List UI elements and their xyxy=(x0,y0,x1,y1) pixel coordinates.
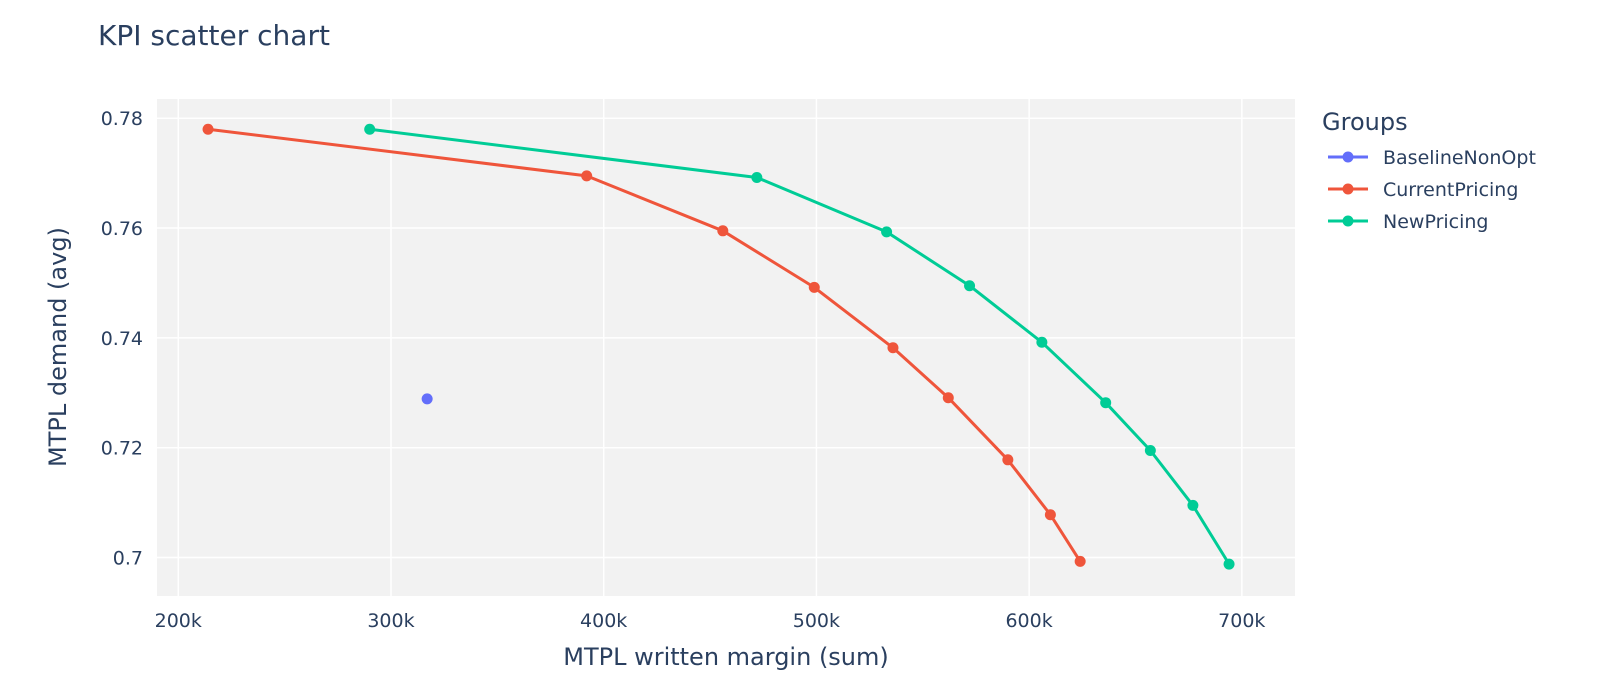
data-point[interactable] xyxy=(751,172,763,184)
y-tick-label: 0.74 xyxy=(101,328,143,350)
y-tick-label: 0.78 xyxy=(101,108,143,130)
data-point[interactable] xyxy=(1044,509,1056,521)
data-point[interactable] xyxy=(364,123,376,135)
legend: Groups BaselineNonOpt CurrentPricing NewPr… xyxy=(1322,108,1536,233)
x-tick-label: 300k xyxy=(367,610,414,632)
data-point[interactable] xyxy=(421,393,433,405)
y-tick-label: 0.7 xyxy=(113,548,143,570)
series-baselinenonopt xyxy=(421,393,433,405)
data-point[interactable] xyxy=(808,281,820,293)
legend-label: NewPricing xyxy=(1383,211,1488,233)
plot-area xyxy=(157,99,1295,596)
y-tick-label: 0.72 xyxy=(101,438,143,460)
series-newpricing xyxy=(364,123,1235,570)
data-point[interactable] xyxy=(881,226,893,238)
data-point[interactable] xyxy=(1036,336,1048,348)
data-point[interactable] xyxy=(581,170,593,182)
data-point[interactable] xyxy=(717,225,729,237)
x-tick-label: 700k xyxy=(1218,610,1265,632)
data-point[interactable] xyxy=(202,123,214,135)
x-tick-label: 400k xyxy=(580,610,627,632)
legend-label: CurrentPricing xyxy=(1383,179,1518,201)
chart-title: KPI scatter chart xyxy=(98,19,330,52)
series-layer xyxy=(202,123,1235,570)
legend-swatch-marker xyxy=(1342,151,1354,163)
legend-item[interactable]: BaselineNonOpt xyxy=(1328,147,1536,169)
data-point[interactable] xyxy=(887,342,899,354)
data-point[interactable] xyxy=(942,392,954,404)
legend-label: BaselineNonOpt xyxy=(1383,147,1536,169)
data-point[interactable] xyxy=(1223,558,1235,570)
x-tick-label: 200k xyxy=(155,610,202,632)
y-axis-title: MTPL demand (avg) xyxy=(44,227,72,467)
legend-swatch-marker xyxy=(1342,183,1354,195)
series-currentpricing xyxy=(202,123,1086,567)
data-point[interactable] xyxy=(1100,397,1112,409)
x-tick-label: 600k xyxy=(1005,610,1052,632)
y-tick-label: 0.76 xyxy=(101,218,143,240)
x-axis-title: MTPL written margin (sum) xyxy=(563,643,889,671)
legend-swatch-marker xyxy=(1342,215,1354,227)
legend-items: BaselineNonOpt CurrentPricing NewPricing xyxy=(1328,147,1536,233)
data-point[interactable] xyxy=(1144,444,1156,456)
data-point[interactable] xyxy=(964,280,976,292)
legend-title: Groups xyxy=(1322,108,1408,136)
data-point[interactable] xyxy=(1002,454,1014,466)
data-point[interactable] xyxy=(1187,499,1199,511)
data-point[interactable] xyxy=(1074,555,1086,567)
legend-item[interactable]: NewPricing xyxy=(1328,211,1488,233)
x-tick-label: 500k xyxy=(793,610,840,632)
legend-item[interactable]: CurrentPricing xyxy=(1328,179,1518,201)
tick-labels: 200k 300k 400k 500k 600k 700k 0.7 0.72 0.74 0.76 0… xyxy=(101,108,1266,632)
